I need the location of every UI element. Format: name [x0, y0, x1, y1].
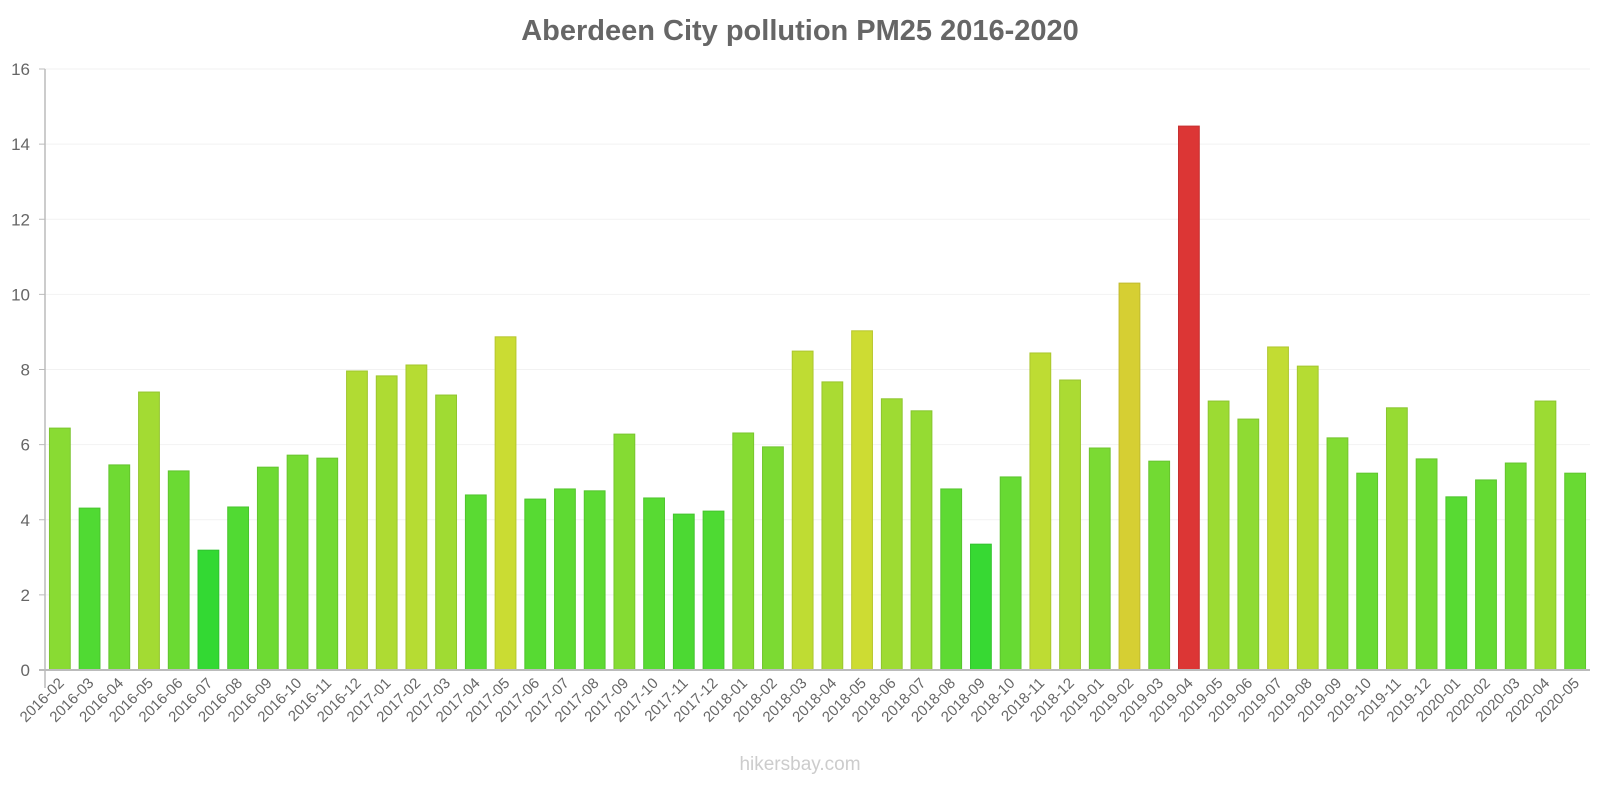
- bar-2019-03: [1148, 460, 1171, 671]
- bar-2019-12: [1415, 458, 1438, 671]
- bar-2016-12: [346, 370, 368, 671]
- bar-2016-02: [48, 427, 71, 671]
- y-tick-label: 16: [11, 60, 30, 79]
- bar-2019-06: [1237, 418, 1260, 671]
- bar-2016-09: [256, 466, 279, 671]
- bar-2018-09: [970, 543, 992, 671]
- bar-2016-07: [197, 549, 220, 671]
- bar-2020-05: [1564, 472, 1587, 671]
- chart-title: Aberdeen City pollution PM25 2016-2020: [521, 15, 1079, 47]
- bar-2018-02: [762, 446, 784, 671]
- bar-2018-03: [791, 350, 814, 671]
- y-tick-label: 12: [11, 210, 30, 229]
- y-tick-label: 10: [11, 285, 30, 304]
- bar-2017-04: [464, 494, 487, 671]
- bar-2017-11: [672, 513, 695, 671]
- y-tick-label: 2: [21, 586, 30, 605]
- bar-2018-11: [1029, 352, 1052, 671]
- y-tick-label: 8: [21, 361, 30, 380]
- bar-2020-03: [1504, 462, 1527, 671]
- bar-2017-02: [405, 364, 428, 671]
- bar-2020-04: [1534, 400, 1557, 671]
- bar-2016-11: [316, 457, 339, 671]
- bar-2016-04: [108, 464, 131, 671]
- bar-2019-05: [1207, 400, 1230, 671]
- bar-2018-07: [910, 410, 933, 671]
- bar-2017-12: [702, 510, 725, 671]
- bar-2019-10: [1356, 472, 1379, 671]
- bar-2016-06: [167, 470, 190, 671]
- bar-2016-05: [138, 391, 160, 671]
- bar-2019-04: [1177, 125, 1200, 671]
- bar-2019-07: [1267, 346, 1289, 671]
- y-tick-label: 6: [21, 436, 30, 455]
- bar-2019-09: [1326, 437, 1349, 671]
- bar-2016-10: [286, 454, 309, 671]
- bar-2017-01: [375, 375, 398, 671]
- bar-2018-04: [821, 381, 844, 671]
- bar-2018-05: [851, 330, 873, 671]
- bar-2018-10: [999, 476, 1022, 671]
- bar-2017-06: [524, 498, 547, 671]
- bar-2018-01: [732, 432, 755, 671]
- bar-2019-01: [1088, 447, 1111, 671]
- bar-2018-12: [1059, 379, 1081, 671]
- bar-2017-07: [554, 488, 576, 671]
- bar-2020-02: [1475, 479, 1497, 671]
- watermark: hikersbay.com: [739, 754, 861, 775]
- y-tick-label: 14: [11, 135, 30, 154]
- bar-2019-11: [1385, 407, 1408, 671]
- bar-2017-09: [613, 433, 636, 671]
- bar-2019-08: [1296, 365, 1319, 671]
- bar-2016-03: [78, 507, 101, 671]
- y-tick-label: 0: [21, 661, 30, 680]
- bar-2017-05: [494, 336, 517, 671]
- bar-2020-01: [1445, 496, 1468, 671]
- y-tick-label: 4: [21, 511, 30, 530]
- bar-2018-06: [880, 398, 903, 671]
- bar-2017-03: [435, 394, 458, 671]
- bar-2018-08: [940, 488, 963, 671]
- bar-2017-10: [643, 497, 665, 671]
- bar-2017-08: [583, 490, 606, 671]
- bar-2019-02: [1118, 282, 1141, 671]
- bar-2016-08: [227, 506, 250, 671]
